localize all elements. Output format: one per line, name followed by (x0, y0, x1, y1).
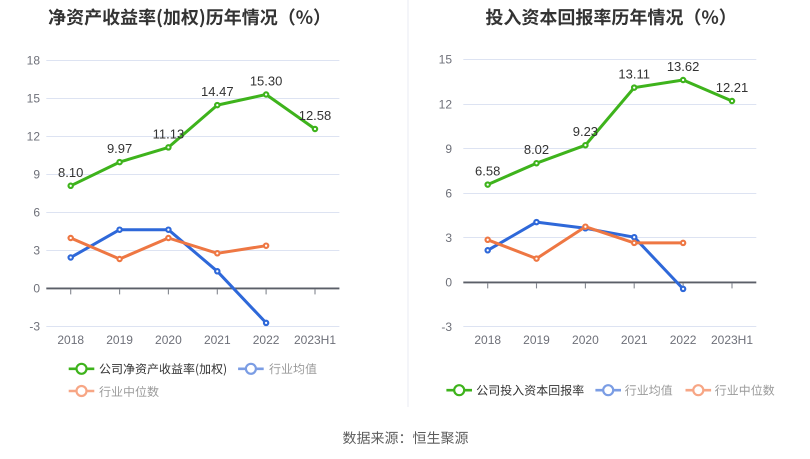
svg-text:2022: 2022 (670, 333, 697, 347)
svg-text:9.23: 9.23 (573, 124, 598, 139)
svg-text:2018: 2018 (57, 333, 84, 347)
svg-text:11.13: 11.13 (153, 126, 185, 141)
svg-text:-3: -3 (441, 320, 452, 334)
svg-text:9: 9 (33, 168, 40, 182)
svg-text:14.47: 14.47 (201, 84, 234, 99)
svg-text:6: 6 (445, 186, 452, 200)
svg-text:2023H1: 2023H1 (711, 333, 753, 347)
svg-text:3: 3 (445, 231, 452, 245)
svg-text:12: 12 (27, 130, 41, 144)
svg-text:2020: 2020 (155, 333, 182, 347)
svg-text:2023H1: 2023H1 (294, 333, 336, 347)
svg-text:2020: 2020 (572, 333, 599, 347)
svg-text:2018: 2018 (474, 333, 501, 347)
svg-text:12: 12 (439, 97, 453, 111)
svg-text:15.30: 15.30 (250, 74, 283, 89)
svg-text:6.58: 6.58 (475, 164, 500, 179)
svg-text:9.97: 9.97 (107, 141, 132, 156)
svg-text:2021: 2021 (204, 333, 231, 347)
svg-text:12.21: 12.21 (716, 80, 749, 95)
svg-text:18: 18 (27, 54, 41, 68)
svg-text:2022: 2022 (253, 333, 280, 347)
svg-text:15: 15 (27, 92, 41, 106)
svg-text:8.02: 8.02 (524, 142, 549, 157)
svg-text:3: 3 (33, 244, 40, 258)
svg-text:15: 15 (439, 53, 453, 67)
svg-text:6: 6 (33, 206, 40, 220)
svg-text:8.10: 8.10 (58, 165, 83, 180)
svg-text:0: 0 (445, 276, 452, 290)
svg-text:2019: 2019 (523, 333, 550, 347)
svg-text:2021: 2021 (621, 333, 648, 347)
svg-text:0: 0 (33, 282, 40, 296)
svg-text:-3: -3 (29, 320, 40, 334)
svg-text:12.58: 12.58 (299, 108, 332, 123)
svg-text:9: 9 (445, 142, 452, 156)
svg-text:13.62: 13.62 (667, 59, 700, 74)
svg-text:13.11: 13.11 (618, 67, 650, 82)
svg-text:2019: 2019 (106, 333, 133, 347)
